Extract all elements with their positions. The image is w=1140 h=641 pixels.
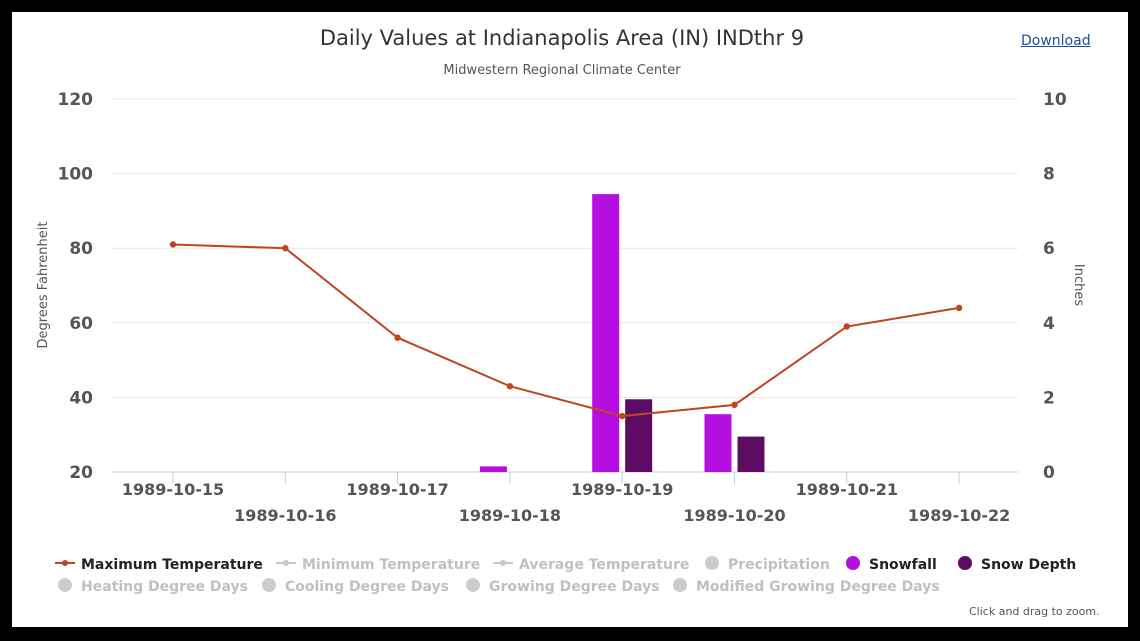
- y-left-tick-label: 20: [69, 463, 93, 483]
- chart-subtitle: Midwestern Regional Climate Center: [443, 63, 681, 78]
- chart-frame: [12, 12, 1128, 627]
- legend-item-label[interactable]: Heating Degree Days: [81, 579, 248, 595]
- legend-point-marker: [62, 560, 68, 566]
- legend-circle-marker: [673, 578, 687, 592]
- legend-item-label[interactable]: Maximum Temperature: [81, 557, 263, 573]
- legend-item-label[interactable]: Growing Degree Days: [489, 579, 660, 595]
- y-right-axis-title: Inches: [1071, 264, 1086, 306]
- max-temperature-point[interactable]: [506, 383, 514, 390]
- legend-point-marker: [283, 560, 289, 566]
- max-temperature-point[interactable]: [955, 304, 963, 312]
- snowfall-bar[interactable]: [592, 194, 620, 473]
- download-link[interactable]: Download: [1021, 33, 1091, 49]
- legend-item-label[interactable]: Cooling Degree Days: [285, 579, 449, 595]
- legend-item-label[interactable]: Minimum Temperature: [302, 557, 480, 573]
- y-left-tick-label: 40: [69, 388, 93, 408]
- max-temperature-point[interactable]: [169, 241, 177, 248]
- legend-item-label[interactable]: Modified Growing Degree Days: [696, 579, 940, 595]
- legend-circle-marker: [846, 556, 860, 570]
- y-right-tick-label: 10: [1043, 90, 1067, 110]
- x-tick-label: 1989-10-15: [122, 480, 224, 499]
- legend-circle-marker: [262, 578, 276, 592]
- legend-point-marker: [500, 560, 506, 566]
- snowfall-bar[interactable]: [704, 414, 732, 472]
- max-temperature-point[interactable]: [282, 245, 289, 252]
- x-tick-label: 1989-10-17: [346, 480, 448, 499]
- x-tick-label: 1989-10-20: [683, 506, 785, 525]
- legend-item-label[interactable]: Average Temperature: [519, 557, 689, 573]
- y-left-tick-label: 100: [58, 165, 94, 185]
- snow-depth-bar[interactable]: [625, 399, 653, 472]
- legend-circle-marker: [705, 556, 719, 570]
- legend-circle-marker: [58, 578, 72, 592]
- legend-item-label[interactable]: Snowfall: [869, 557, 937, 573]
- y-right-tick-label: 8: [1043, 165, 1055, 185]
- max-temperature-line: [172, 243, 960, 418]
- chart-title: Daily Values at Indianapolis Area (IN) I…: [319, 26, 805, 50]
- x-tick-label: 1989-10-22: [908, 506, 1010, 525]
- y-right-tick-label: 4: [1043, 314, 1055, 334]
- max-temperature-point[interactable]: [731, 401, 738, 409]
- legend-circle-marker: [466, 578, 480, 592]
- max-temperature-point[interactable]: [843, 323, 850, 330]
- x-tick-label: 1989-10-18: [459, 506, 561, 525]
- max-temperature-point[interactable]: [619, 412, 626, 420]
- y-right-tick-label: 6: [1043, 239, 1055, 259]
- x-tick-label: 1989-10-16: [234, 506, 336, 525]
- x-tick-label: 1989-10-19: [571, 480, 673, 499]
- snow-depth-bar[interactable]: [737, 436, 765, 472]
- y-right-tick-label: 0: [1043, 463, 1055, 483]
- y-left-tick-label: 80: [69, 239, 93, 259]
- y-left-tick-label: 120: [58, 90, 94, 110]
- y-left-tick-label: 60: [69, 314, 93, 334]
- zoom-hint: Click and drag to zoom.: [969, 605, 1100, 618]
- legend-item-label[interactable]: Snow Depth: [981, 557, 1076, 573]
- snowfall-bar[interactable]: [479, 466, 507, 472]
- legend-item-label[interactable]: Precipitation: [728, 557, 830, 573]
- x-tick-label: 1989-10-21: [796, 480, 898, 499]
- legend-circle-marker: [958, 556, 972, 570]
- max-temperature-point[interactable]: [394, 334, 401, 341]
- y-left-axis-title: Degrees Fahrenheit: [36, 222, 51, 349]
- y-right-tick-label: 2: [1043, 388, 1055, 408]
